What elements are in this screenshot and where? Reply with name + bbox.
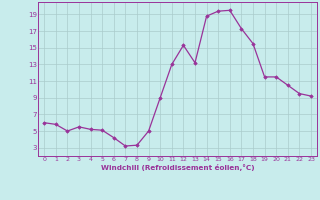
X-axis label: Windchill (Refroidissement éolien,°C): Windchill (Refroidissement éolien,°C) bbox=[101, 164, 254, 171]
